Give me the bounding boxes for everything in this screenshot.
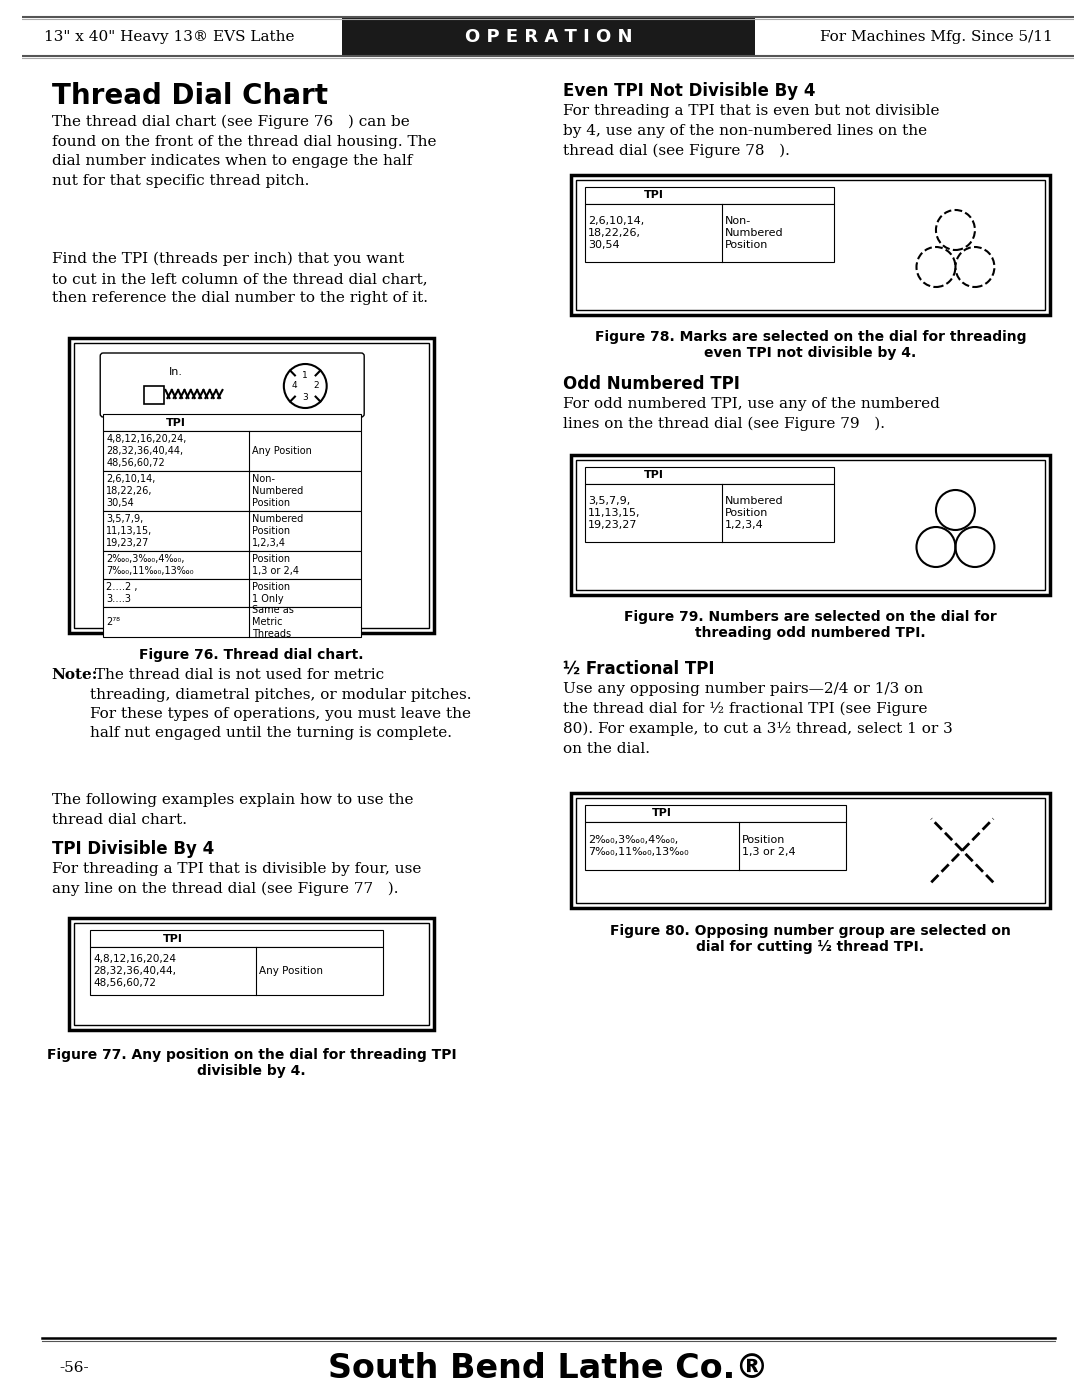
Text: Any Position: Any Position — [252, 446, 312, 455]
Text: -56-: -56- — [59, 1361, 89, 1375]
Text: 4: 4 — [292, 381, 297, 391]
FancyBboxPatch shape — [585, 187, 834, 204]
FancyBboxPatch shape — [104, 608, 362, 637]
Text: The thread dial chart (see Figure 76   ) can be
found on the front of the thread: The thread dial chart (see Figure 76 ) c… — [52, 115, 436, 187]
FancyBboxPatch shape — [570, 175, 1050, 314]
Text: TPI Divisible By 4: TPI Divisible By 4 — [52, 840, 214, 858]
FancyBboxPatch shape — [73, 344, 430, 629]
Text: 2,6,10,14,
18,22,26,
30,54: 2,6,10,14, 18,22,26, 30,54 — [106, 474, 156, 509]
Text: 2⁷⁸: 2⁷⁸ — [106, 617, 120, 627]
FancyBboxPatch shape — [91, 947, 382, 995]
FancyBboxPatch shape — [341, 17, 755, 57]
FancyBboxPatch shape — [104, 578, 362, 608]
FancyBboxPatch shape — [104, 414, 362, 432]
Text: For threading a TPI that is even but not divisible
by 4, use any of the non-numb: For threading a TPI that is even but not… — [563, 103, 940, 158]
Text: Numbered
Position
1,2,3,4: Numbered Position 1,2,3,4 — [252, 514, 303, 549]
FancyBboxPatch shape — [100, 353, 364, 416]
FancyBboxPatch shape — [570, 793, 1050, 908]
Text: Non-
Numbered
Position: Non- Numbered Position — [725, 215, 783, 250]
Text: 2….2 ,
3….3: 2….2 , 3….3 — [106, 581, 137, 604]
Text: Figure 79. Numbers are selected on the dial for
threading odd numbered TPI.: Figure 79. Numbers are selected on the d… — [624, 610, 997, 640]
FancyBboxPatch shape — [576, 180, 1045, 310]
Text: The thread dial is not used for metric
threading, diametral pitches, or modular : The thread dial is not used for metric t… — [91, 668, 472, 740]
FancyBboxPatch shape — [104, 511, 362, 550]
Text: Position
1 Only: Position 1 Only — [252, 581, 291, 604]
Text: Figure 77. Any position on the dial for threading TPI
divisible by 4.: Figure 77. Any position on the dial for … — [46, 1048, 457, 1078]
FancyBboxPatch shape — [585, 204, 834, 263]
FancyBboxPatch shape — [570, 455, 1050, 595]
Text: 4,8,12,16,20,24
28,32,36,40,44,
48,56,60,72: 4,8,12,16,20,24 28,32,36,40,44, 48,56,60… — [93, 954, 176, 989]
FancyBboxPatch shape — [144, 386, 163, 404]
FancyBboxPatch shape — [104, 550, 362, 578]
FancyBboxPatch shape — [73, 923, 430, 1025]
Text: 2: 2 — [313, 381, 319, 391]
Text: 1: 1 — [302, 370, 308, 380]
Text: Numbered
Position
1,2,3,4: Numbered Position 1,2,3,4 — [725, 496, 783, 531]
Text: Same as
Metric
Threads: Same as Metric Threads — [252, 605, 294, 640]
Text: 3: 3 — [302, 393, 308, 401]
Text: Thread Dial Chart: Thread Dial Chart — [52, 82, 327, 110]
Text: Any Position: Any Position — [259, 965, 323, 977]
Text: The following examples explain how to use the
thread dial chart.: The following examples explain how to us… — [52, 793, 413, 827]
Text: Note:: Note: — [52, 668, 98, 682]
FancyBboxPatch shape — [104, 432, 362, 471]
Text: 4,8,12,16,20,24,
28,32,36,40,44,
48,56,60,72: 4,8,12,16,20,24, 28,32,36,40,44, 48,56,6… — [106, 433, 187, 468]
Text: 3,5,7,9,
11,13,15,
19,23,27: 3,5,7,9, 11,13,15, 19,23,27 — [106, 514, 152, 549]
Text: 2‰₀,3‰₀,4‰₀,
7‰₀,11‰₀,13‰₀: 2‰₀,3‰₀,4‰₀, 7‰₀,11‰₀,13‰₀ — [589, 835, 689, 858]
FancyBboxPatch shape — [69, 338, 434, 633]
Text: For threading a TPI that is divisible by four, use
any line on the thread dial (: For threading a TPI that is divisible by… — [52, 862, 421, 895]
Text: 3,5,7,9,
11,13,15,
19,23,27: 3,5,7,9, 11,13,15, 19,23,27 — [589, 496, 640, 531]
Text: Non-
Numbered
Position: Non- Numbered Position — [252, 474, 303, 509]
Text: 2‰₀,3‰₀,4‰₀,
7‰₀,11‰₀,13‰₀: 2‰₀,3‰₀,4‰₀, 7‰₀,11‰₀,13‰₀ — [106, 553, 193, 576]
Text: TPI: TPI — [652, 809, 672, 819]
Text: TPI: TPI — [644, 190, 663, 201]
Text: Use any opposing number pairs—2/4 or 1/3 on
the thread dial for ½ fractional TPI: Use any opposing number pairs—2/4 or 1/3… — [563, 682, 953, 756]
Text: In.: In. — [170, 367, 184, 377]
Text: Even TPI Not Divisible By 4: Even TPI Not Divisible By 4 — [563, 82, 815, 101]
Text: TPI: TPI — [166, 418, 186, 427]
Text: O P E R A T I O N: O P E R A T I O N — [464, 28, 632, 46]
Text: South Bend Lathe Co.®: South Bend Lathe Co.® — [328, 1351, 769, 1384]
Text: TPI: TPI — [644, 471, 663, 481]
Text: Odd Numbered TPI: Odd Numbered TPI — [563, 374, 740, 393]
Text: Find the TPI (threads per inch) that you want
to cut in the left column of the t: Find the TPI (threads per inch) that you… — [52, 251, 428, 306]
FancyBboxPatch shape — [585, 467, 834, 483]
FancyBboxPatch shape — [576, 798, 1045, 902]
Text: ½ Fractional TPI: ½ Fractional TPI — [563, 659, 714, 678]
Text: 13" x 40" Heavy 13® EVS Lathe: 13" x 40" Heavy 13® EVS Lathe — [43, 29, 294, 43]
FancyBboxPatch shape — [91, 930, 382, 947]
Text: Position
1,3 or 2,4: Position 1,3 or 2,4 — [252, 553, 299, 576]
Text: Position
1,3 or 2,4: Position 1,3 or 2,4 — [742, 835, 796, 858]
FancyBboxPatch shape — [104, 471, 362, 511]
FancyBboxPatch shape — [585, 483, 834, 542]
Text: Figure 78. Marks are selected on the dial for threading
even TPI not divisible b: Figure 78. Marks are selected on the dia… — [595, 330, 1026, 360]
Text: For Machines Mfg. Since 5/11: For Machines Mfg. Since 5/11 — [820, 29, 1053, 43]
FancyBboxPatch shape — [69, 918, 434, 1030]
FancyBboxPatch shape — [585, 821, 847, 870]
FancyBboxPatch shape — [585, 805, 847, 821]
Text: For odd numbered TPI, use any of the numbered
lines on the thread dial (see Figu: For odd numbered TPI, use any of the num… — [563, 397, 940, 432]
Text: Figure 80. Opposing number group are selected on
dial for cutting ½ thread TPI.: Figure 80. Opposing number group are sel… — [610, 923, 1011, 954]
Text: Figure 76. Thread dial chart.: Figure 76. Thread dial chart. — [139, 648, 364, 662]
Text: TPI: TPI — [163, 933, 184, 943]
Text: 2,6,10,14,
18,22,26,
30,54: 2,6,10,14, 18,22,26, 30,54 — [589, 215, 645, 250]
FancyBboxPatch shape — [576, 460, 1045, 590]
